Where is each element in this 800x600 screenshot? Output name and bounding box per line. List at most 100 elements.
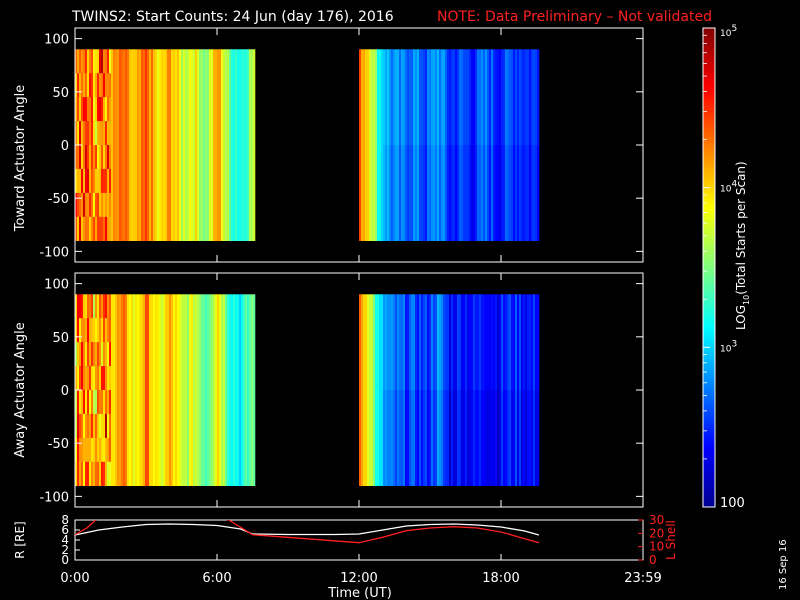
away-heatmap-cell <box>441 390 444 486</box>
toward-heatmap-cell <box>205 49 208 146</box>
away-heatmap-cell <box>529 294 532 391</box>
away-heatmap-cell <box>405 294 408 391</box>
toward-heatmap-cell <box>407 49 410 146</box>
toward-heatmap-cell <box>479 49 482 146</box>
toward-ytick-label: -100 <box>39 245 69 260</box>
away-heatmap-cell <box>81 461 84 486</box>
away-heatmap-cell <box>375 390 378 486</box>
away-heatmap-cell <box>139 390 142 486</box>
toward-heatmap-cell <box>517 49 520 146</box>
toward-heatmap-cell <box>97 121 100 146</box>
away-heatmap-cell <box>97 366 100 391</box>
away-heatmap-cell <box>103 342 106 367</box>
toward-heatmap-cell <box>195 49 198 146</box>
toward-heatmap-cell <box>487 49 490 146</box>
toward-heatmap-cell <box>447 145 450 241</box>
toward-heatmap-cell <box>231 145 234 241</box>
toward-heatmap-cell <box>95 216 98 241</box>
away-heatmap-cell <box>425 294 428 391</box>
toward-heatmap-cell <box>475 49 478 146</box>
away-heatmap-cell <box>191 294 194 391</box>
toward-heatmap-cell <box>411 145 414 241</box>
toward-heatmap-cell <box>485 145 488 241</box>
toward-heatmap-cell <box>373 145 376 241</box>
away-heatmap-cell <box>209 390 212 486</box>
orbit-right-ylabel: L Shell <box>664 520 678 560</box>
away-heatmap-cell <box>125 390 128 486</box>
away-heatmap-columns <box>75 294 540 486</box>
colorbar-tick-label: 105 <box>720 24 737 39</box>
toward-heatmap-cell <box>91 73 94 98</box>
toward-heatmap-cell <box>533 49 536 146</box>
away-heatmap-cell <box>99 461 102 486</box>
toward-heatmap-cell <box>105 49 108 74</box>
away-heatmap-cell <box>487 390 490 486</box>
away-heatmap-cell <box>85 413 88 439</box>
x-tick-label: 0:00 <box>60 571 89 586</box>
away-heatmap-cell <box>233 294 236 391</box>
toward-heatmap-cell <box>103 121 106 146</box>
toward-heatmap-cell <box>203 145 206 241</box>
toward-heatmap-cell <box>97 73 100 98</box>
away-heatmap-cell <box>81 366 84 391</box>
toward-heatmap-cell <box>79 168 82 194</box>
toward-heatmap-cell <box>533 145 536 241</box>
toward-heatmap-cell <box>499 145 502 241</box>
away-heatmap-cell <box>97 318 100 343</box>
away-heatmap-cell <box>489 390 492 486</box>
away-heatmap-cell <box>511 294 514 391</box>
toward-heatmap-cell <box>441 49 444 146</box>
away-heatmap-cell <box>101 366 104 391</box>
toward-heatmap-cell <box>101 73 104 98</box>
away-heatmap-cell <box>81 294 84 319</box>
away-heatmap-cell <box>95 461 98 486</box>
toward-heatmap-cell <box>385 49 388 146</box>
away-heatmap-cell <box>537 294 540 391</box>
toward-heatmap-cell <box>501 145 504 241</box>
toward-heatmap-cell <box>95 49 98 74</box>
toward-heatmap-cell <box>245 49 248 146</box>
toward-heatmap-cell <box>145 49 148 146</box>
away-heatmap-cell <box>193 390 196 486</box>
away-heatmap-cell <box>221 390 224 486</box>
toward-heatmap-cell <box>175 145 178 241</box>
away-heatmap-cell <box>495 390 498 486</box>
away-heatmap-cell <box>367 294 370 391</box>
away-heatmap-cell <box>75 318 78 343</box>
away-heatmap-cell <box>163 390 166 486</box>
toward-heatmap-cell <box>225 145 228 241</box>
toward-heatmap-cell <box>161 145 164 241</box>
colorbar-tick-label: 104 <box>720 180 737 195</box>
toward-heatmap-cell <box>97 49 100 74</box>
toward-heatmap-cell <box>457 49 460 146</box>
toward-heatmap-cell <box>213 145 216 241</box>
away-heatmap-cell <box>445 390 448 486</box>
away-heatmap-cell <box>79 294 82 319</box>
away-heatmap-cell <box>171 294 174 391</box>
away-heatmap-cell <box>79 342 82 367</box>
away-heatmap-cell <box>91 437 94 463</box>
away-heatmap-cell <box>105 413 108 439</box>
toward-heatmap-cell <box>369 145 372 241</box>
away-heatmap-cell <box>377 294 380 391</box>
toward-heatmap-cell <box>171 145 174 241</box>
away-heatmap-cell <box>361 390 364 486</box>
toward-heatmap-cell <box>383 49 386 146</box>
away-heatmap-cell <box>115 390 118 486</box>
date-stamp: 16 Sep 16 <box>778 539 789 590</box>
away-heatmap-cell <box>181 294 184 391</box>
away-heatmap-cell <box>197 390 200 486</box>
toward-heatmap-cell <box>375 49 378 146</box>
toward-heatmap-cell <box>93 145 96 170</box>
toward-heatmap-cell <box>233 145 236 241</box>
away-heatmap-cell <box>187 294 190 391</box>
away-heatmap-cell <box>533 294 536 391</box>
toward-heatmap-cell <box>437 145 440 241</box>
toward-heatmap-cell <box>449 49 452 146</box>
toward-heatmap-cell <box>523 49 526 146</box>
toward-heatmap-cell <box>77 192 80 218</box>
toward-heatmap-cell <box>199 49 202 146</box>
away-heatmap-cell <box>109 413 112 439</box>
toward-heatmap-cell <box>395 145 398 241</box>
toward-heatmap-cell <box>93 168 96 194</box>
